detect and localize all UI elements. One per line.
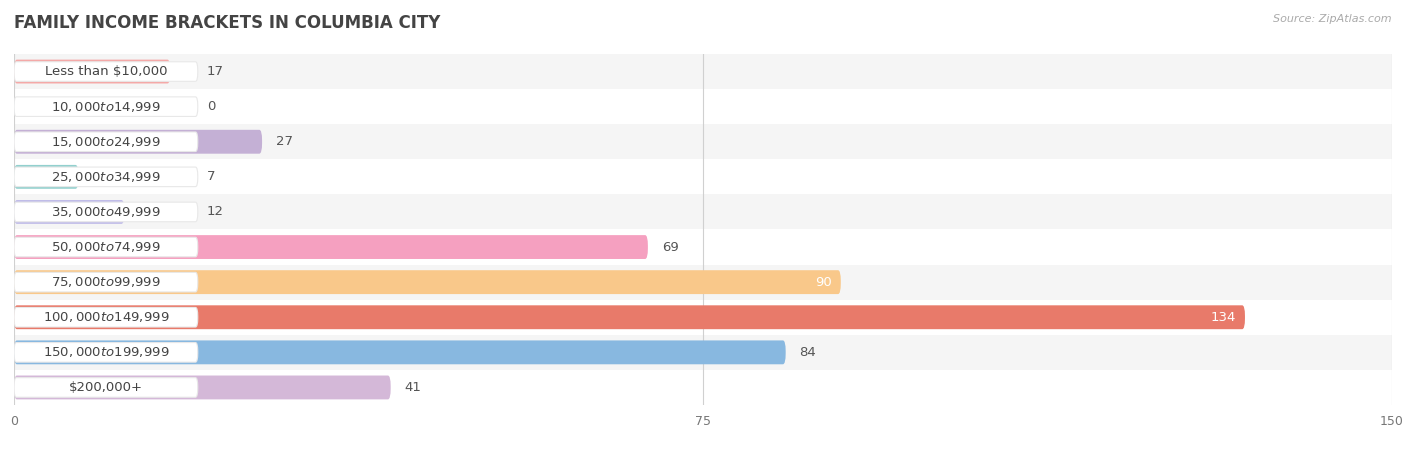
- FancyBboxPatch shape: [14, 167, 198, 187]
- FancyBboxPatch shape: [14, 62, 198, 81]
- Text: 90: 90: [815, 276, 831, 288]
- FancyBboxPatch shape: [14, 270, 841, 294]
- Text: $100,000 to $149,999: $100,000 to $149,999: [42, 310, 169, 324]
- FancyBboxPatch shape: [14, 132, 198, 152]
- Text: FAMILY INCOME BRACKETS IN COLUMBIA CITY: FAMILY INCOME BRACKETS IN COLUMBIA CITY: [14, 14, 440, 32]
- FancyBboxPatch shape: [14, 130, 262, 154]
- Circle shape: [14, 381, 17, 394]
- FancyBboxPatch shape: [14, 159, 1392, 194]
- Text: 7: 7: [207, 171, 215, 183]
- Text: $15,000 to $24,999: $15,000 to $24,999: [51, 135, 160, 149]
- FancyBboxPatch shape: [14, 97, 198, 117]
- Text: $75,000 to $99,999: $75,000 to $99,999: [51, 275, 160, 289]
- Text: 134: 134: [1211, 311, 1236, 324]
- FancyBboxPatch shape: [14, 307, 198, 327]
- Text: 0: 0: [207, 100, 215, 113]
- FancyBboxPatch shape: [14, 300, 1392, 335]
- FancyBboxPatch shape: [14, 230, 1392, 265]
- FancyBboxPatch shape: [14, 375, 391, 400]
- Circle shape: [14, 65, 17, 78]
- FancyBboxPatch shape: [14, 272, 198, 292]
- FancyBboxPatch shape: [14, 305, 1244, 329]
- Text: $10,000 to $14,999: $10,000 to $14,999: [51, 99, 160, 114]
- FancyBboxPatch shape: [14, 165, 79, 189]
- FancyBboxPatch shape: [14, 335, 1392, 370]
- Circle shape: [14, 205, 17, 219]
- FancyBboxPatch shape: [14, 370, 1392, 405]
- Text: 17: 17: [207, 65, 224, 78]
- FancyBboxPatch shape: [14, 265, 1392, 300]
- Text: $50,000 to $74,999: $50,000 to $74,999: [51, 240, 160, 254]
- FancyBboxPatch shape: [14, 340, 786, 364]
- FancyBboxPatch shape: [14, 59, 170, 84]
- FancyBboxPatch shape: [14, 237, 198, 257]
- Circle shape: [14, 310, 17, 324]
- Circle shape: [14, 240, 17, 254]
- Text: Source: ZipAtlas.com: Source: ZipAtlas.com: [1274, 14, 1392, 23]
- Text: 41: 41: [405, 381, 422, 394]
- FancyBboxPatch shape: [14, 342, 198, 362]
- FancyBboxPatch shape: [14, 194, 1392, 230]
- FancyBboxPatch shape: [14, 235, 648, 259]
- Circle shape: [14, 100, 17, 113]
- Circle shape: [14, 346, 17, 359]
- FancyBboxPatch shape: [14, 202, 198, 222]
- Text: 69: 69: [662, 241, 679, 253]
- FancyBboxPatch shape: [14, 89, 1392, 124]
- Text: $200,000+: $200,000+: [69, 381, 143, 394]
- Text: 27: 27: [276, 135, 292, 148]
- FancyBboxPatch shape: [14, 200, 124, 224]
- Text: 84: 84: [800, 346, 817, 359]
- FancyBboxPatch shape: [14, 124, 1392, 159]
- Text: Less than $10,000: Less than $10,000: [45, 65, 167, 78]
- FancyBboxPatch shape: [14, 54, 1392, 89]
- Circle shape: [14, 170, 17, 184]
- Circle shape: [14, 275, 17, 289]
- Text: $35,000 to $49,999: $35,000 to $49,999: [51, 205, 160, 219]
- Circle shape: [14, 135, 17, 148]
- Text: $150,000 to $199,999: $150,000 to $199,999: [42, 345, 169, 360]
- Text: $25,000 to $34,999: $25,000 to $34,999: [51, 170, 160, 184]
- Text: 12: 12: [207, 206, 224, 218]
- FancyBboxPatch shape: [14, 378, 198, 397]
